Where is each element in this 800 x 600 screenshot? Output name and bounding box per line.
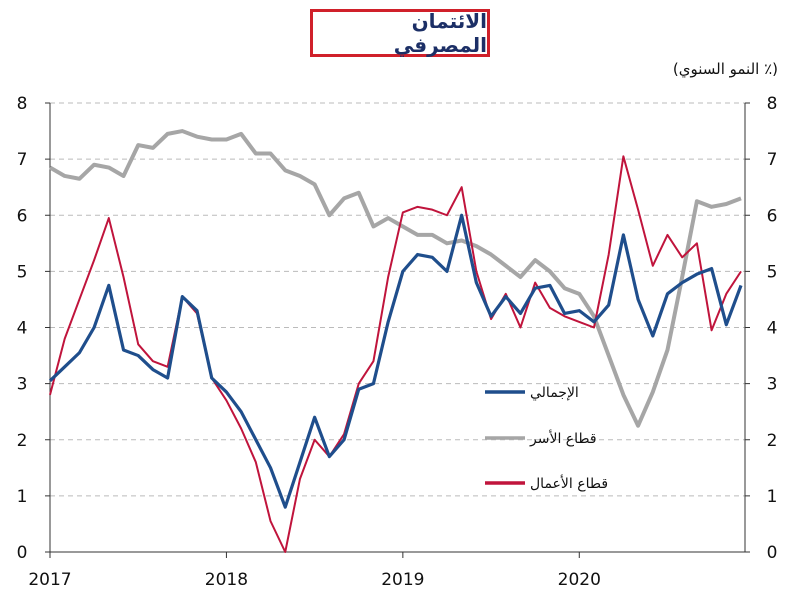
y-tick-label-right: 1 (767, 487, 778, 507)
x-tick-label: 2020 (558, 570, 601, 590)
x-tick-label: 2018 (205, 570, 248, 590)
legend-label: قطاع الأسر (529, 429, 597, 447)
y-tick-label-left: 6 (17, 206, 28, 226)
y-tick-label-left: 7 (17, 150, 28, 170)
y-axis-label: (٪ النمو السنوي) (672, 60, 778, 78)
legend-label: الإجمالي (530, 385, 579, 401)
y-tick-label-right: 3 (767, 375, 778, 395)
y-tick-label-left: 2 (17, 431, 28, 451)
series-line-0 (48, 213, 743, 509)
series-line-2 (49, 155, 742, 553)
y-tick-label-right: 7 (767, 150, 778, 170)
x-tick-label: 2017 (28, 570, 71, 590)
y-tick-label-left: 0 (17, 543, 28, 563)
series-line-1 (49, 129, 742, 428)
y-tick-label-left: 3 (17, 375, 28, 395)
y-tick-label-left: 4 (17, 319, 28, 339)
y-tick-label-left: 5 (17, 262, 28, 282)
y-tick-label-right: 8 (767, 94, 778, 114)
chart-title: الائتمان المصرفي (310, 9, 490, 57)
x-tick-label: 2019 (381, 570, 424, 590)
y-tick-label-right: 0 (767, 543, 778, 563)
y-tick-label-right: 4 (767, 319, 778, 339)
y-tick-label-right: 2 (767, 431, 778, 451)
y-tick-label-left: 8 (17, 94, 28, 114)
y-tick-label-left: 1 (17, 487, 28, 507)
y-tick-label-right: 6 (767, 206, 778, 226)
legend-label: قطاع الأعمال (530, 474, 608, 492)
y-tick-label-right: 5 (767, 262, 778, 282)
